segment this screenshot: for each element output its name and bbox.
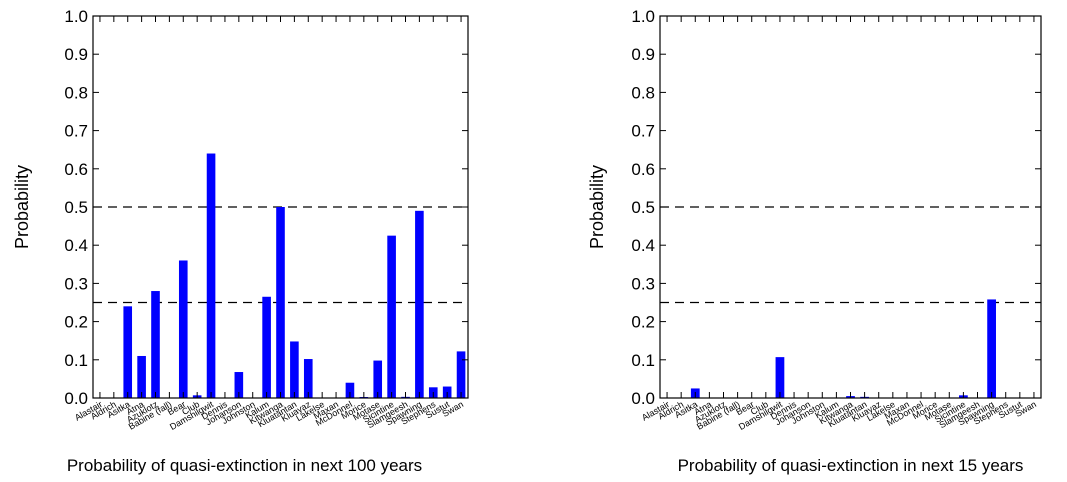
y-tick-label: 0.0 xyxy=(631,389,655,408)
y-tick-label: 0.2 xyxy=(631,313,655,332)
bar-kalum xyxy=(262,296,271,398)
bar-kitwanga xyxy=(276,207,285,398)
y-axis-label: Probability xyxy=(587,165,607,249)
bar-asitka xyxy=(123,306,133,398)
bar-bear xyxy=(178,260,188,398)
y-tick-label: 0.4 xyxy=(64,236,88,255)
bar-johanson xyxy=(234,372,244,398)
y-tick-label: 0.6 xyxy=(64,160,88,179)
y-tick-label: 0.9 xyxy=(631,45,655,64)
bar-kluatantan xyxy=(290,341,299,398)
bar-motase xyxy=(373,360,383,398)
bar-spawning xyxy=(415,210,424,398)
chart-panel-1: 0.00.10.20.30.40.50.60.70.80.91.0Alastai… xyxy=(12,7,469,475)
y-axis-label: Probability xyxy=(12,165,32,249)
y-tick-label: 0.9 xyxy=(64,45,88,64)
y-tick-label: 0.5 xyxy=(64,198,88,217)
bar-atna xyxy=(137,355,146,398)
y-tick-label: 0.3 xyxy=(64,274,88,293)
y-tick-label: 0.8 xyxy=(64,83,88,102)
bar-damshilgwit xyxy=(775,357,785,398)
y-tick-label: 0.1 xyxy=(631,351,655,370)
y-tick-label: 0.7 xyxy=(64,122,88,141)
y-tick-label: 0.8 xyxy=(631,83,655,102)
bar-kluayaz xyxy=(303,359,313,398)
x-axis-label: Probability of quasi-extinction in next … xyxy=(67,456,422,475)
x-axis-label: Probability of quasi-extinction in next … xyxy=(678,456,1024,475)
bar-spawning xyxy=(987,299,996,398)
bar-sicintine xyxy=(387,235,396,398)
y-tick-label: 0.4 xyxy=(631,236,655,255)
y-tick-label: 0.0 xyxy=(64,389,88,408)
y-tick-label: 0.2 xyxy=(64,313,88,332)
y-tick-label: 0.6 xyxy=(631,160,655,179)
bar-swan xyxy=(456,351,466,398)
y-tick-label: 0.3 xyxy=(631,274,655,293)
chart-panel-2: 0.00.10.20.30.40.50.60.70.80.91.0Alastai… xyxy=(587,7,1042,475)
y-tick-label: 0.1 xyxy=(64,351,88,370)
y-tick-label: 1.0 xyxy=(631,7,655,26)
y-tick-label: 0.5 xyxy=(631,198,655,217)
bar-damshilgwit xyxy=(206,153,216,398)
y-tick-label: 0.7 xyxy=(631,122,655,141)
bar-azuklotz xyxy=(151,291,160,398)
bar-mcdonnel xyxy=(345,382,355,398)
y-tick-label: 1.0 xyxy=(64,7,88,26)
